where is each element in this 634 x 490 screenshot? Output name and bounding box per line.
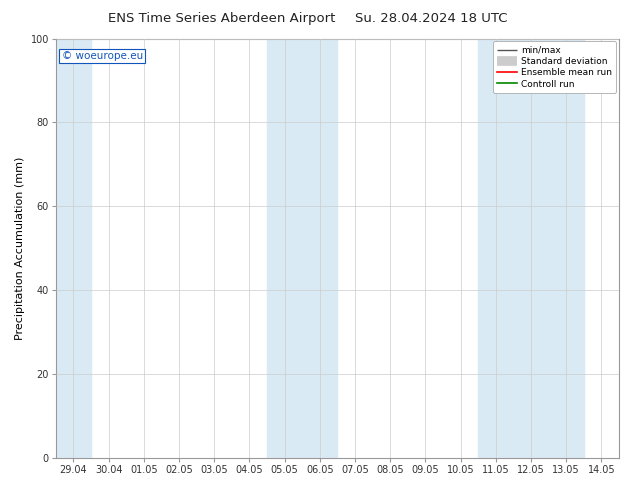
Text: © woeurope.eu: © woeurope.eu [61,51,143,61]
Text: ENS Time Series Aberdeen Airport: ENS Time Series Aberdeen Airport [108,12,335,25]
Bar [478,39,584,458]
Text: Su. 28.04.2024 18 UTC: Su. 28.04.2024 18 UTC [355,12,507,25]
Legend: min/max, Standard deviation, Ensemble mean run, Controll run: min/max, Standard deviation, Ensemble me… [493,41,616,93]
Bar [56,39,91,458]
Bar [267,39,337,458]
Y-axis label: Precipitation Accumulation (mm): Precipitation Accumulation (mm) [15,157,25,340]
